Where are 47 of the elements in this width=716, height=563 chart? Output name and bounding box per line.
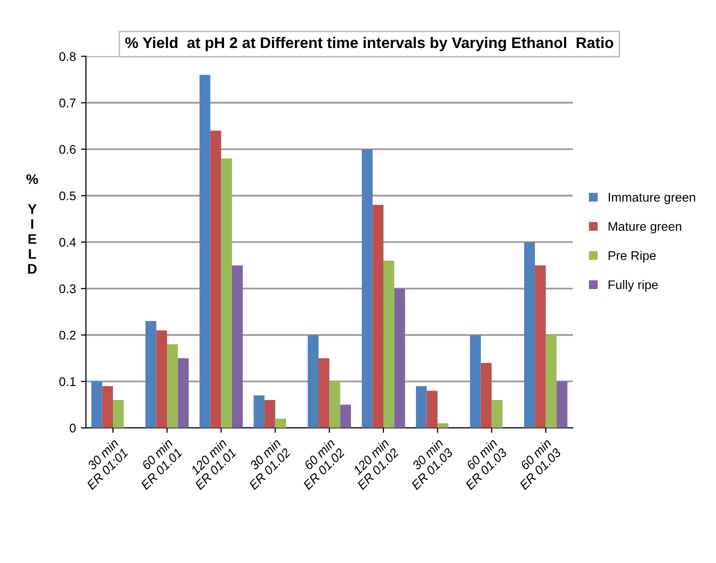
bar	[383, 260, 394, 428]
bar	[275, 418, 286, 428]
bar	[372, 204, 384, 428]
bar	[546, 334, 557, 428]
legend-label: Immature green	[608, 192, 696, 204]
bar	[167, 344, 178, 428]
bar	[426, 390, 438, 428]
bar	[254, 395, 264, 428]
bar	[91, 381, 102, 428]
bar	[470, 334, 481, 428]
bar	[534, 265, 546, 428]
bar	[156, 330, 168, 428]
y-tick-label: 0.1	[59, 377, 76, 386]
text: % YIELD	[26, 174, 38, 274]
y-tick-label: 0.5	[59, 191, 76, 200]
y-tick-label: 0.3	[59, 284, 76, 294]
bar	[102, 386, 113, 428]
bar	[210, 130, 222, 428]
y-tick-label: 0.4	[59, 238, 76, 247]
legend-label: Mature green	[608, 222, 682, 234]
bar	[362, 149, 373, 428]
bar	[264, 400, 276, 428]
bar	[318, 358, 330, 428]
bar	[221, 158, 232, 428]
y-tick-label: 0.8	[59, 52, 76, 61]
bar	[480, 362, 492, 428]
y-tick-label: 0	[70, 424, 76, 433]
bar	[145, 321, 156, 428]
bar	[200, 74, 210, 428]
bar	[340, 404, 351, 428]
chart-title: % Yield at pH 2 at Different time intervals by Varying Ethanol Ratio	[125, 36, 614, 52]
bar	[556, 381, 568, 428]
y-tick-label: 0.2	[59, 330, 76, 340]
bar	[232, 265, 243, 428]
y-tick-label: 0.7	[59, 98, 76, 108]
bar	[438, 423, 448, 428]
bar	[524, 242, 535, 428]
y-tick-label: 0.6	[59, 144, 76, 154]
bar	[112, 400, 124, 428]
bar	[492, 400, 502, 428]
bar	[178, 358, 189, 428]
bar	[329, 381, 340, 428]
bar	[416, 386, 427, 428]
bar	[308, 334, 319, 428]
legend-label: Pre Ripe	[608, 250, 656, 262]
legend-label: Fully ripe	[608, 280, 658, 292]
bar	[394, 288, 406, 428]
